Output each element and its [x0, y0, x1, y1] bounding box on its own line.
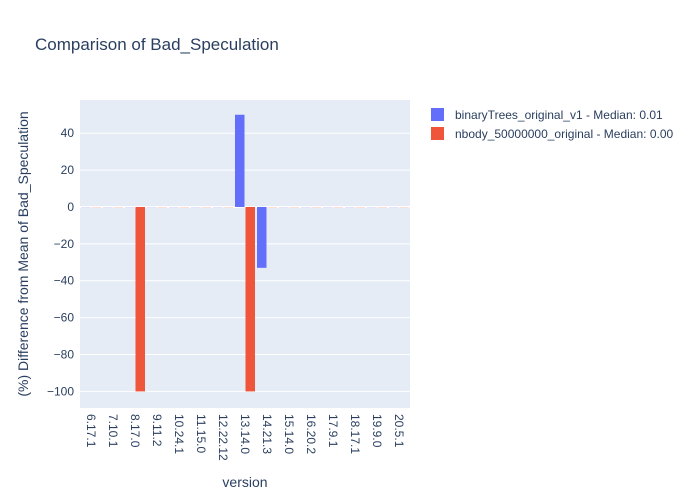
bar[interactable]	[191, 206, 201, 208]
bar[interactable]	[333, 206, 344, 208]
x-tick-label: 16.20.2	[304, 414, 318, 454]
x-tick-label: 7.10.1	[106, 414, 120, 448]
legend[interactable]: binaryTrees_original_v1 - Median: 0.01 nb…	[431, 108, 673, 141]
y-tick-label: 20	[61, 163, 75, 177]
legend-swatch[interactable]	[431, 127, 444, 140]
y-axis-title: (%) Difference from Mean of Bad_Speculat…	[15, 111, 31, 396]
x-tick-label: 11.15.0	[194, 414, 208, 453]
bar[interactable]	[245, 206, 256, 392]
legend-item-label[interactable]: nbody_50000000_original - Median: 0.00	[455, 127, 673, 141]
chart-title: Comparison of Bad_Speculation	[35, 35, 279, 54]
bar[interactable]	[213, 206, 223, 208]
bar[interactable]	[135, 206, 146, 392]
bar[interactable]	[169, 206, 179, 208]
x-tick-label: 9.11.2	[150, 414, 164, 447]
bar[interactable]	[103, 206, 113, 208]
x-tick-label: 17.9.1	[326, 414, 340, 448]
bar[interactable]	[147, 206, 157, 208]
bar[interactable]	[311, 206, 322, 208]
x-tick-label: 12.22.12	[216, 414, 230, 461]
bars	[81, 114, 410, 392]
bar[interactable]	[81, 206, 91, 208]
bar[interactable]	[125, 206, 135, 208]
bar[interactable]	[267, 206, 278, 208]
plot-area	[80, 100, 410, 408]
x-tick-label: 13.14.0	[238, 414, 252, 454]
bar[interactable]	[323, 206, 333, 208]
x-tick-label: 15.14.0	[282, 414, 296, 454]
bar[interactable]	[399, 206, 410, 208]
bar[interactable]	[201, 206, 212, 208]
x-tick-label: 6.17.1	[84, 414, 98, 448]
y-tick-label: −20	[54, 237, 75, 251]
bar[interactable]	[389, 206, 399, 208]
bar[interactable]	[91, 206, 102, 208]
y-tick-label: −60	[54, 311, 75, 325]
y-tick-label: 0	[67, 200, 74, 214]
x-tick-label: 19.9.0	[370, 414, 384, 448]
y-tick-label: −100	[47, 384, 74, 398]
y-tick-label: −40	[54, 274, 75, 288]
y-tick-label: 40	[61, 126, 75, 140]
bar[interactable]	[301, 206, 311, 208]
bar[interactable]	[279, 206, 289, 208]
x-tick-label: 14.21.3	[260, 414, 274, 454]
bar[interactable]	[223, 206, 234, 208]
x-axis-title: version	[222, 474, 267, 490]
bar[interactable]	[179, 206, 190, 208]
y-tick-labels: 40 20 0 −20 −40 −60 −80 −100	[47, 126, 74, 398]
x-tick-label: 18.17.1	[348, 414, 362, 454]
bar[interactable]	[289, 206, 300, 208]
bar[interactable]	[257, 206, 267, 268]
bar[interactable]	[345, 206, 355, 208]
x-tick-label: 10.24.1	[172, 414, 186, 454]
bar[interactable]	[355, 206, 366, 208]
grid-lines	[80, 132, 410, 392]
x-tick-labels: 6.17.1 7.10.1 8.17.0 9.11.2 10.24.1 11.15.0 12…	[84, 414, 406, 461]
bar[interactable]	[113, 206, 124, 208]
bar[interactable]	[157, 206, 168, 208]
legend-swatch[interactable]	[431, 108, 444, 121]
x-tick-label: 20.5.1	[392, 414, 406, 448]
y-tick-label: −80	[54, 348, 75, 362]
bar[interactable]	[235, 114, 245, 207]
x-tick-label: 8.17.0	[128, 414, 142, 448]
bar[interactable]	[367, 206, 377, 208]
bar[interactable]	[377, 206, 388, 208]
legend-item-label[interactable]: binaryTrees_original_v1 - Median: 0.01	[455, 108, 663, 122]
